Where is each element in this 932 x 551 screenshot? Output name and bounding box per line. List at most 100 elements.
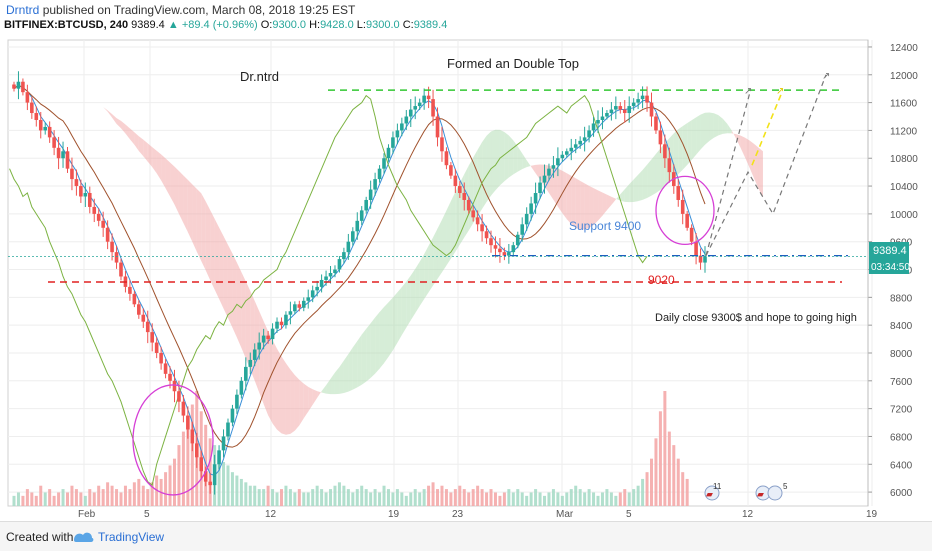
volume-bar bbox=[667, 431, 671, 506]
volume-bar bbox=[101, 489, 105, 506]
cloud-segment bbox=[508, 135, 514, 178]
volume-bar bbox=[186, 418, 190, 506]
price-chart[interactable]: ↗ ↗ ↗ 12400 12000 11600 11200 10800 10400 10000 9… bbox=[0, 36, 932, 521]
candle-body bbox=[194, 443, 199, 458]
countdown-text: 03:34:50 bbox=[871, 262, 910, 273]
candle-body bbox=[199, 457, 204, 472]
candle-body bbox=[600, 116, 605, 120]
candle-body bbox=[168, 373, 172, 381]
price-label-tag: 9389.4 bbox=[869, 242, 909, 258]
low-label: L: bbox=[356, 19, 366, 31]
candle-body bbox=[676, 186, 681, 200]
candle-body bbox=[511, 245, 516, 253]
event-badge-2[interactable]: ▰ 5 bbox=[755, 482, 788, 501]
candle-body bbox=[128, 286, 132, 294]
cloud-segment bbox=[473, 149, 478, 224]
volume-bar bbox=[97, 485, 101, 506]
cloud-segment bbox=[749, 140, 755, 179]
cloud-segment bbox=[299, 379, 304, 426]
cloud-segment bbox=[499, 129, 505, 186]
volume-bar bbox=[34, 495, 38, 506]
candle-body bbox=[301, 300, 306, 308]
volume-bar bbox=[485, 492, 489, 506]
cloud-segment bbox=[754, 143, 759, 189]
cloud-segment bbox=[531, 164, 536, 174]
cloud-segment bbox=[562, 170, 567, 220]
double-top-annotation: Formed an Double Top bbox=[447, 56, 579, 71]
volume-bar bbox=[436, 489, 440, 506]
tradingview-link[interactable]: TradingView bbox=[98, 530, 165, 544]
cloud-segment bbox=[584, 183, 590, 230]
cloud-segment bbox=[326, 378, 331, 395]
volume-bar bbox=[364, 489, 368, 506]
volume-bar bbox=[449, 492, 453, 506]
candle-body bbox=[502, 252, 507, 256]
cloud-segment bbox=[517, 146, 523, 172]
volume-bar bbox=[92, 492, 96, 506]
volume-bar bbox=[181, 431, 185, 506]
candle-body bbox=[38, 119, 43, 131]
cloud-segment bbox=[339, 360, 344, 394]
candle-body bbox=[87, 193, 92, 207]
candle-body bbox=[400, 123, 404, 131]
candle-body bbox=[21, 81, 25, 93]
volume-bar bbox=[284, 485, 288, 506]
cloud-segment bbox=[343, 354, 349, 393]
candle-body bbox=[431, 99, 435, 117]
open-label: O: bbox=[260, 19, 273, 31]
cloud-segment bbox=[678, 126, 683, 175]
candle-body bbox=[364, 199, 368, 211]
candle-body bbox=[444, 151, 449, 166]
volume-bar bbox=[605, 489, 609, 506]
candle-body bbox=[92, 206, 97, 214]
candle-body bbox=[489, 238, 493, 246]
candle-body bbox=[275, 321, 279, 329]
drawings: ↗ ↗ ↗ bbox=[8, 71, 868, 496]
volume-bar bbox=[217, 455, 221, 506]
cloud-segment bbox=[125, 124, 130, 140]
cloud-segment bbox=[718, 115, 723, 136]
open-value: 9300.0 bbox=[272, 19, 306, 31]
volume-bar bbox=[235, 475, 239, 506]
volume-bar bbox=[400, 492, 404, 506]
candle-body bbox=[101, 220, 105, 228]
price-tick-label: 10400 bbox=[890, 182, 918, 193]
event-badge-1[interactable]: ▰ 11 bbox=[704, 482, 722, 501]
candle-body bbox=[306, 297, 311, 301]
candle-body bbox=[279, 321, 284, 326]
cloud-segment bbox=[522, 153, 527, 170]
cloud-segment bbox=[450, 192, 456, 259]
volume-bar bbox=[578, 489, 582, 506]
candle-body bbox=[65, 151, 70, 169]
candle-body bbox=[181, 401, 186, 416]
price-change: +89.4 (+0.96%) bbox=[181, 19, 258, 31]
candle-body bbox=[573, 144, 578, 148]
volume-bar bbox=[106, 482, 110, 506]
candle-body bbox=[248, 359, 253, 367]
cloud-segment bbox=[602, 192, 607, 216]
support-annotation: Support 9400 bbox=[569, 219, 641, 233]
volume-bar bbox=[132, 482, 136, 506]
candle-body bbox=[377, 168, 382, 180]
projection-path-up bbox=[705, 92, 751, 256]
candle-body bbox=[105, 227, 110, 242]
volume-bar bbox=[623, 489, 627, 506]
cloud-segment bbox=[410, 268, 416, 321]
candle-body bbox=[257, 342, 261, 350]
candle-body bbox=[235, 394, 239, 409]
cloud-segment bbox=[156, 150, 162, 181]
candle-body bbox=[47, 126, 52, 138]
candle-body bbox=[453, 175, 458, 187]
tradingview-logo-icon bbox=[74, 532, 94, 542]
candle-body bbox=[542, 175, 547, 183]
author-link[interactable]: Drntrd bbox=[6, 3, 40, 17]
conversion-line bbox=[13, 84, 706, 477]
candle-body bbox=[462, 193, 467, 200]
price-tick-label: 12000 bbox=[890, 71, 918, 82]
cloud-segment bbox=[638, 170, 643, 202]
cloud-segment bbox=[709, 112, 714, 141]
volume-bar bbox=[418, 492, 422, 506]
cloud-segment bbox=[566, 173, 572, 225]
cloud-segment bbox=[415, 261, 420, 314]
candle-body bbox=[52, 137, 56, 148]
